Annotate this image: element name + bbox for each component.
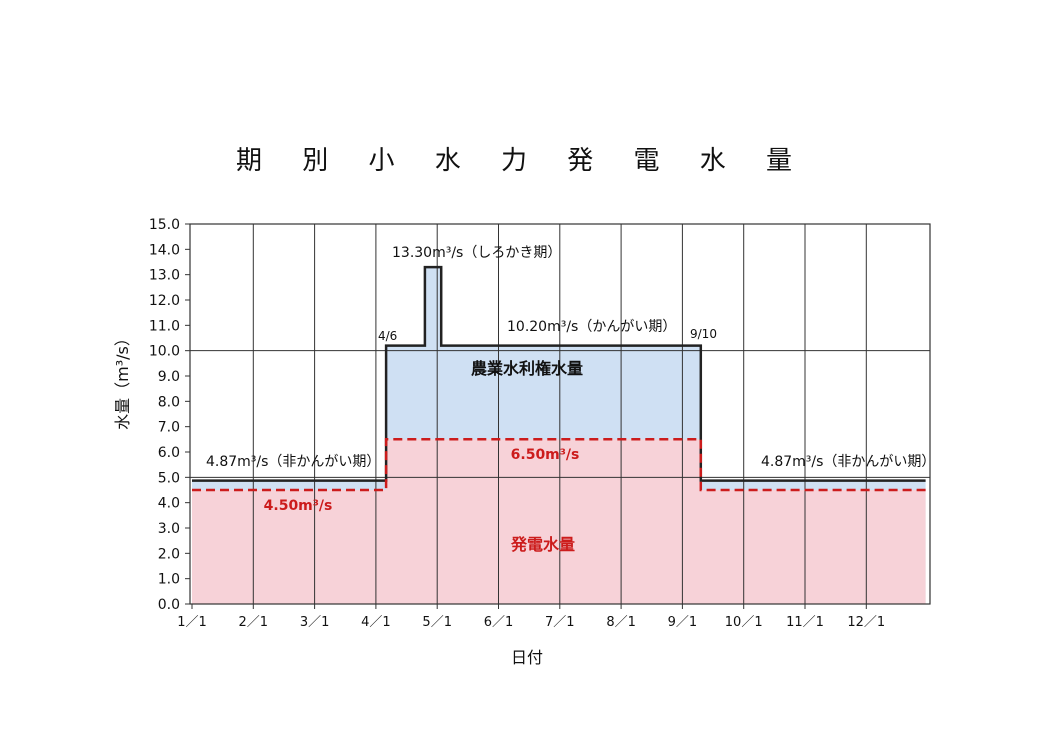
x-tick-label: 7／1 (545, 615, 575, 630)
y-tick-label: 2.0 (158, 546, 180, 562)
power-low-annotation: 4.50m³/s (264, 498, 333, 514)
y-tick-label: 1.0 (158, 572, 180, 588)
y-tick-label: 3.0 (158, 521, 180, 537)
agri-series-label: 農業水利権水量 (471, 359, 583, 378)
y-tick-label: 15.0 (149, 217, 180, 233)
agri-water-line (192, 265, 926, 482)
chart-title: 期 別 小 水 力 発 電 水 量 (235, 146, 809, 176)
start-date-label: 4/6 (378, 329, 397, 343)
y-tick-label: 8.0 (158, 394, 180, 410)
irrigation-annotation: 10.20m³/s（かんがい期） (507, 319, 676, 335)
end-date-label: 9/10 (690, 327, 717, 341)
y-tick-label: 4.0 (158, 496, 180, 512)
x-tick-label: 3／1 (300, 615, 330, 630)
y-tick-label: 9.0 (158, 369, 180, 385)
peak-annotation: 13.30m³/s（しろかき期） (392, 245, 561, 261)
x-tick-label: 10／1 (725, 615, 763, 630)
y-tick-label: 7.0 (158, 420, 180, 436)
y-axis-title: 水量（m³/s） (113, 330, 132, 430)
y-tick-label: 13.0 (149, 268, 180, 284)
x-tick-label: 8／1 (606, 615, 636, 630)
x-tick-label: 2／1 (239, 615, 269, 630)
x-axis-title: 日付 (511, 648, 543, 667)
x-tick-label: 9／1 (668, 615, 698, 630)
x-tick-label: 6／1 (484, 615, 514, 630)
y-tick-label: 14.0 (149, 242, 180, 258)
y-tick-label: 12.0 (149, 293, 180, 309)
y-tick-label: 5.0 (158, 470, 180, 486)
x-tick-label: 12／1 (847, 615, 885, 630)
y-tick-label: 10.0 (149, 344, 180, 360)
power-water-line (192, 438, 926, 492)
x-tick-label: 4／1 (361, 615, 391, 630)
non-irrigation-right-annotation: 4.87m³/s（非かんがい期） (761, 454, 935, 470)
x-tick-label: 11／1 (786, 615, 824, 630)
non-irrigation-left-annotation: 4.87m³/s（非かんがい期） (206, 454, 380, 470)
x-tick-label: 5／1 (422, 615, 452, 630)
plot-frame (189, 223, 931, 605)
x-tick-label: 1／1 (177, 615, 207, 630)
power-series-label: 発電水量 (510, 535, 575, 554)
power-mid-annotation: 6.50m³/s (511, 447, 580, 463)
y-tick-label: 11.0 (149, 318, 180, 334)
y-tick-label: 0.0 (158, 597, 180, 613)
y-tick-label: 6.0 (158, 445, 180, 461)
